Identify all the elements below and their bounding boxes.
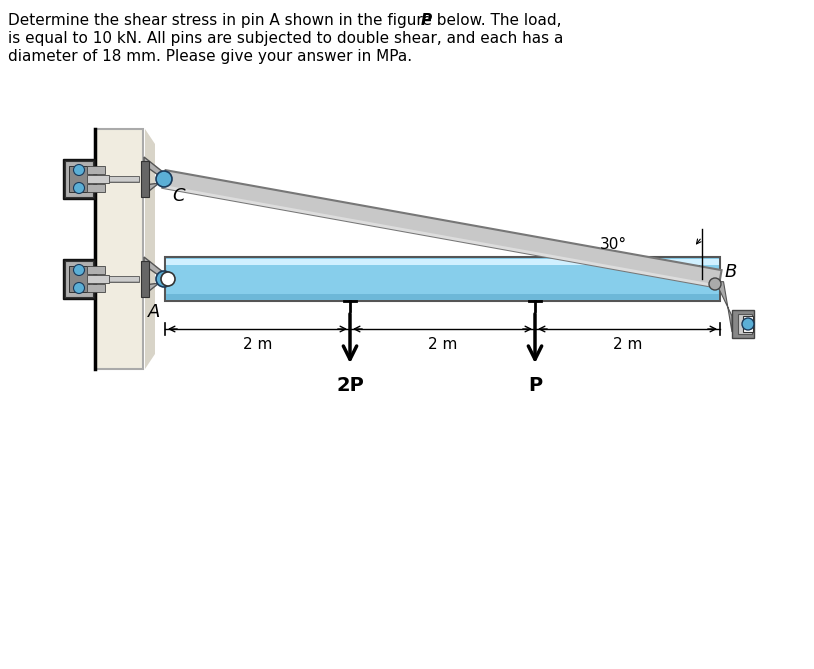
Bar: [743, 316, 753, 332]
Bar: [87, 275, 109, 283]
Bar: [738, 314, 752, 334]
Polygon shape: [144, 257, 168, 282]
Circle shape: [742, 318, 754, 330]
Circle shape: [161, 272, 175, 286]
Polygon shape: [145, 129, 155, 369]
Bar: [166, 259, 719, 265]
Bar: [732, 310, 754, 338]
Polygon shape: [144, 157, 168, 182]
Circle shape: [73, 183, 85, 193]
Text: 2 m: 2 m: [613, 337, 642, 352]
Bar: [63, 259, 95, 299]
Polygon shape: [144, 276, 168, 295]
Bar: [87, 175, 109, 183]
Bar: [87, 166, 105, 174]
Bar: [109, 176, 139, 182]
Bar: [69, 166, 89, 192]
Bar: [109, 276, 139, 282]
Bar: [165, 257, 720, 264]
Text: C: C: [172, 187, 185, 205]
Bar: [109, 277, 139, 281]
Text: is equal to 10 kN. All pins are subjected to double shear, and each has a: is equal to 10 kN. All pins are subjecte…: [8, 31, 563, 46]
Bar: [95, 129, 143, 369]
Bar: [141, 161, 149, 197]
Text: 30°: 30°: [600, 237, 627, 252]
Bar: [65, 161, 93, 197]
Text: B: B: [725, 263, 737, 281]
Polygon shape: [716, 282, 732, 332]
Text: 2 m: 2 m: [428, 337, 457, 352]
Circle shape: [156, 171, 172, 187]
Bar: [141, 261, 149, 297]
Bar: [87, 266, 105, 274]
Bar: [166, 294, 719, 300]
Circle shape: [73, 264, 85, 276]
Text: 2 m: 2 m: [243, 337, 272, 352]
Bar: [87, 284, 105, 292]
Text: P: P: [421, 13, 431, 28]
Bar: [87, 184, 105, 192]
Text: diameter of 18 mm. Please give your answer in MPa.: diameter of 18 mm. Please give your answ…: [8, 49, 412, 64]
Text: A: A: [148, 303, 160, 321]
Circle shape: [156, 271, 172, 287]
Polygon shape: [163, 185, 719, 288]
Polygon shape: [163, 170, 721, 288]
Bar: [63, 159, 95, 199]
Bar: [65, 261, 93, 297]
Text: Determine the shear stress in pin A shown in the figure below. The load,: Determine the shear stress in pin A show…: [8, 13, 567, 28]
Polygon shape: [144, 176, 168, 195]
Bar: [109, 177, 139, 181]
Bar: [165, 257, 720, 301]
Circle shape: [709, 278, 721, 290]
Circle shape: [73, 282, 85, 294]
Circle shape: [73, 165, 85, 175]
Text: 2P: 2P: [336, 376, 364, 395]
Bar: [69, 266, 89, 292]
Text: P: P: [528, 376, 542, 395]
